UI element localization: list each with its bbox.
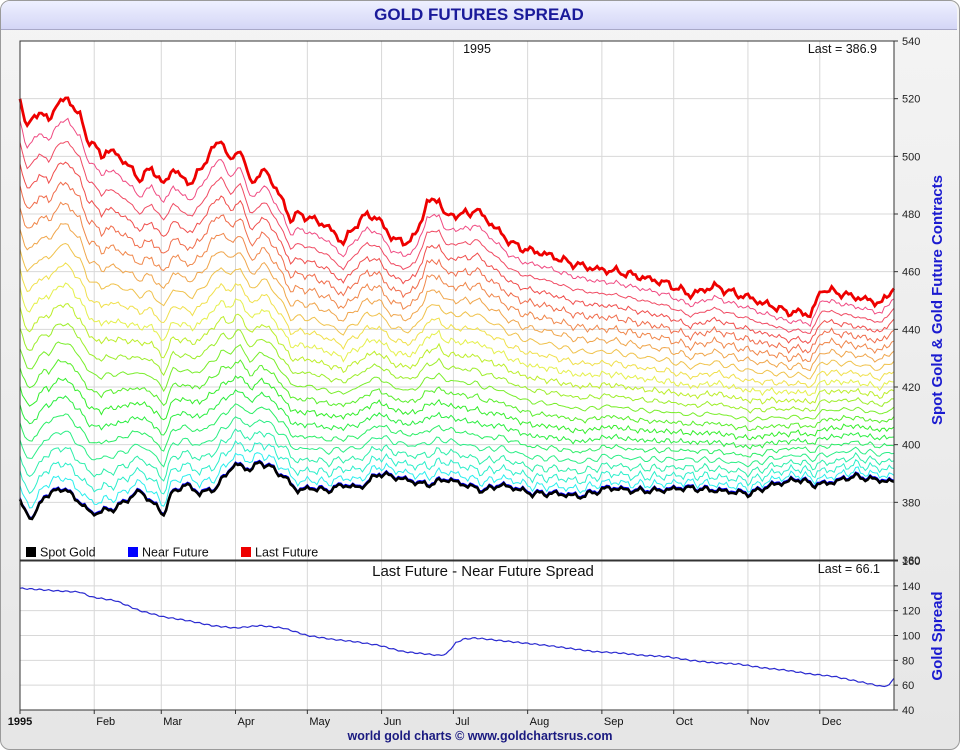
lower-y-tick-label: 140 <box>902 581 920 593</box>
x-tick-label: Mar <box>163 716 182 728</box>
footer-credit: world gold charts © www.goldchartsrus.co… <box>347 729 613 743</box>
future-contract-line <box>19 440 895 495</box>
future-contract-line <box>19 341 895 423</box>
chart-title: GOLD FUTURES SPREAD <box>374 5 584 24</box>
future-contract-line <box>19 452 895 509</box>
future-contract-line <box>19 181 895 354</box>
spread-line <box>19 587 895 688</box>
upper-y-tick-label: 460 <box>902 267 920 279</box>
x-tick-label: Jul <box>455 716 469 728</box>
upper-y-tick-label: 500 <box>902 151 920 163</box>
lower-panel: 40 60 80 100 120 140 160 1995 Feb Mar Apr May Jun Ju… <box>8 556 946 728</box>
lower-y-tick-label: 120 <box>902 606 920 618</box>
spot-gold-line <box>18 460 895 521</box>
lower-y-tick-label: 160 <box>902 556 920 568</box>
legend-swatch-near-future <box>128 547 138 557</box>
upper-y-tick-label: 380 <box>902 497 920 509</box>
future-contract-lines <box>19 117 895 509</box>
x-tick-label: May <box>309 716 330 728</box>
legend-label-near-future: Near Future <box>142 546 209 560</box>
future-contract-line <box>19 322 895 414</box>
upper-last-value: Last = 386.9 <box>808 42 877 56</box>
future-contract-line <box>19 262 895 388</box>
future-contract-line <box>19 223 895 372</box>
future-contract-line <box>19 375 895 441</box>
legend-swatch-last-future <box>241 547 251 557</box>
upper-panel-title: 1995 <box>463 42 491 56</box>
future-contract-line <box>19 242 895 380</box>
future-contract-line <box>19 303 895 405</box>
lower-last-value: Last = 66.1 <box>818 562 880 576</box>
x-tick-label: Aug <box>530 716 550 728</box>
main-series <box>18 96 896 521</box>
future-contract-line <box>19 416 895 468</box>
future-contract-line <box>19 161 895 344</box>
lower-y-tick-label: 40 <box>902 705 914 717</box>
legend-label-last-future: Last Future <box>255 546 318 560</box>
future-contract-line <box>19 117 895 328</box>
legend-swatch-spot-gold <box>26 547 36 557</box>
x-tick-label: Nov <box>750 716 770 728</box>
upper-panel: 360 380 400 420 440 460 480 500 520 540 1995 Last… <box>18 36 946 567</box>
lower-y-tick-label: 60 <box>902 680 914 692</box>
lower-y-axis: 40 60 80 100 120 140 160 <box>894 556 920 717</box>
x-tick-label: Oct <box>676 716 693 728</box>
x-tick-label: Sep <box>604 716 624 728</box>
upper-y-tick-label: 400 <box>902 440 920 452</box>
lower-y-axis-label: Gold Spread <box>929 591 946 680</box>
x-tick-label: 1995 <box>8 716 32 728</box>
legend: Spot Gold Near Future Last Future <box>26 546 318 560</box>
x-tick-label: Apr <box>238 716 255 728</box>
lower-panel-title: Last Future - Near Future Spread <box>372 563 594 580</box>
last-future-line <box>18 96 896 319</box>
lower-y-tick-label: 100 <box>902 631 920 643</box>
upper-y-tick-label: 440 <box>902 324 920 336</box>
upper-y-axis-label: Spot Gold & Gold Future Contracts <box>929 175 946 425</box>
upper-y-tick-label: 540 <box>902 36 920 48</box>
x-tick-label: Dec <box>822 716 842 728</box>
x-axis: 1995 Feb Mar Apr May Jun Jul Aug Sep Oct Nov Dec <box>8 710 842 728</box>
future-contract-line <box>19 140 895 334</box>
future-contract-line <box>19 358 895 432</box>
spread-series <box>19 587 895 688</box>
x-tick-label: Feb <box>96 716 115 728</box>
upper-y-tick-label: 360 <box>902 555 920 567</box>
future-contract-line <box>19 428 895 482</box>
chart-title-bar: GOLD FUTURES SPREAD <box>1 1 957 30</box>
future-contract-line <box>19 389 895 450</box>
upper-y-tick-label: 520 <box>902 94 920 106</box>
x-tick-label: Jun <box>384 716 402 728</box>
upper-y-axis: 360 380 400 420 440 460 480 500 520 540 <box>894 36 920 567</box>
future-contract-line <box>19 201 895 363</box>
upper-plot-border <box>19 40 895 561</box>
upper-y-tick-label: 420 <box>902 382 920 394</box>
legend-label-spot-gold: Spot Gold <box>40 546 96 560</box>
future-contract-line <box>19 403 895 458</box>
future-contract-line <box>19 282 895 397</box>
upper-y-tick-label: 480 <box>902 209 920 221</box>
lower-y-tick-label: 80 <box>902 655 914 667</box>
